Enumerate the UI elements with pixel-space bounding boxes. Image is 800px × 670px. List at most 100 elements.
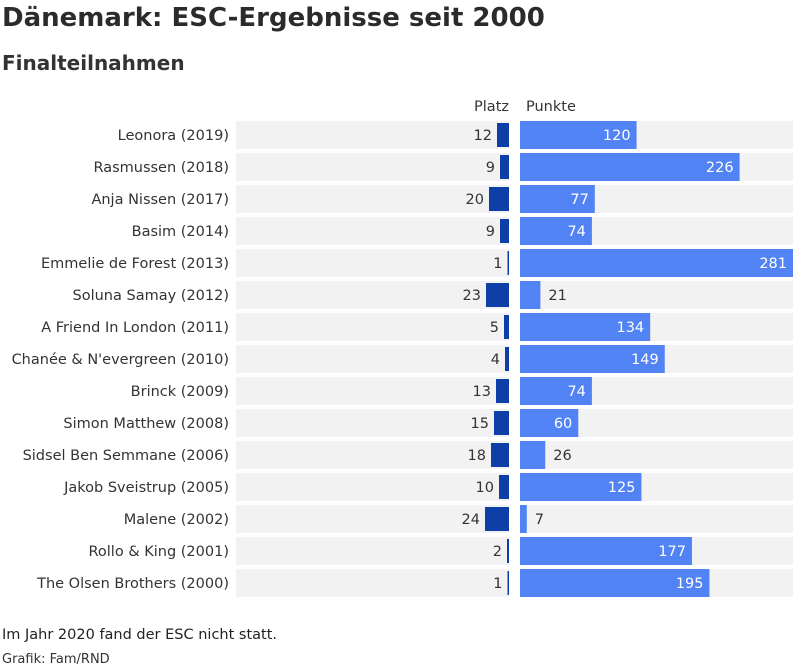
category-label: Rasmussen (2018) [93, 160, 229, 176]
punkte-bar [520, 377, 592, 405]
punkte-bar [520, 569, 710, 597]
chart-row: Brinck (2009) 13 74 [131, 377, 793, 405]
platz-row-background [236, 249, 509, 277]
category-label: Leonora (2019) [118, 128, 229, 144]
punkte-column-header: Punkte [526, 99, 576, 115]
platz-row-background [236, 345, 509, 373]
platz-bar [504, 315, 509, 339]
chart-row: Malene (2002) 24 7 [124, 505, 793, 533]
chart-row: Emmelie de Forest (2013) 1 281 [41, 249, 793, 277]
platz-value-label: 24 [462, 512, 480, 528]
punkte-value-label: 177 [658, 544, 686, 560]
platz-value-label: 1 [493, 576, 502, 592]
platz-value-label: 12 [474, 128, 492, 144]
platz-value-label: 13 [473, 384, 491, 400]
category-label: Emmelie de Forest (2013) [41, 256, 229, 272]
platz-row-background [236, 185, 509, 213]
punkte-value-label: 7 [535, 512, 544, 528]
platz-row-background [236, 217, 509, 245]
platz-bar [496, 379, 509, 403]
chart-row: Leonora (2019) 12 120 [118, 121, 793, 149]
chart-row: A Friend In London (2011) 5 134 [41, 313, 793, 341]
platz-bar [499, 475, 509, 499]
platz-row-background [236, 409, 509, 437]
category-label: Chanée & N'evergreen (2010) [12, 352, 229, 368]
platz-column-header: Platz [474, 99, 509, 115]
punkte-bar [520, 121, 637, 149]
punkte-value-label: 74 [567, 224, 585, 240]
category-label: Soluna Samay (2012) [73, 288, 229, 304]
column-headers: Platz Punkte [474, 99, 576, 115]
punkte-bar [520, 345, 665, 373]
platz-row-background [236, 121, 509, 149]
chart-row: Sidsel Ben Semmane (2006) 18 26 [23, 441, 793, 469]
category-label: Brinck (2009) [131, 384, 229, 400]
platz-row-background [236, 505, 509, 533]
chart-row: Jakob Sveistrup (2005) 10 125 [63, 473, 793, 501]
chart-row: Anja Nissen (2017) 20 77 [91, 185, 793, 213]
platz-value-label: 20 [466, 192, 484, 208]
punkte-bar [520, 505, 527, 533]
punkte-bar [520, 249, 793, 277]
source-credit: Grafik: Fam/RND [2, 652, 110, 667]
platz-bar [485, 507, 509, 531]
platz-row-background [236, 153, 509, 181]
punkte-value-label: 120 [603, 128, 631, 144]
platz-value-label: 10 [476, 480, 494, 496]
chart-row: The Olsen Brothers (2000) 1 195 [36, 569, 793, 597]
punkte-value-label: 74 [567, 384, 585, 400]
punkte-value-label: 281 [759, 256, 787, 272]
platz-bar [497, 123, 509, 147]
platz-bar [494, 411, 509, 435]
category-label: Basim (2014) [132, 224, 229, 240]
punkte-value-label: 149 [631, 352, 659, 368]
punkte-bar [520, 409, 579, 437]
platz-value-label: 15 [471, 416, 489, 432]
platz-value-label: 4 [491, 352, 500, 368]
chart-row: Basim (2014) 9 74 [132, 217, 793, 245]
category-label: Malene (2002) [124, 512, 229, 528]
platz-value-label: 1 [493, 256, 502, 272]
platz-row-background [236, 281, 509, 309]
punkte-value-label: 26 [553, 448, 571, 464]
punkte-bar [520, 185, 595, 213]
category-label: Simon Matthew (2008) [63, 416, 229, 432]
platz-bar [491, 443, 509, 467]
platz-value-label: 5 [490, 320, 499, 336]
chart-title: Dänemark: ESC-Ergebnisse seit 2000 [2, 3, 545, 33]
punkte-row-background [520, 505, 793, 533]
platz-bar [486, 283, 509, 307]
platz-bar [507, 539, 509, 563]
punkte-value-label: 77 [570, 192, 588, 208]
platz-value-label: 2 [493, 544, 502, 560]
punkte-row-background [520, 281, 793, 309]
punkte-bar [520, 313, 651, 341]
platz-value-label: 9 [486, 224, 495, 240]
chart-row: Chanée & N'evergreen (2010) 4 149 [12, 345, 793, 373]
punkte-value-label: 134 [616, 320, 644, 336]
punkte-bar [520, 217, 592, 245]
platz-bar [489, 187, 509, 211]
chart-subtitle: Finalteilnahmen [2, 51, 185, 75]
punkte-row-background [520, 441, 793, 469]
chart-row: Rollo & King (2001) 2 177 [88, 537, 793, 565]
punkte-bar [520, 537, 692, 565]
platz-bar [500, 219, 509, 243]
platz-bar [507, 571, 509, 595]
platz-row-background [236, 313, 509, 341]
footnote: Im Jahr 2020 fand der ESC nicht statt. [2, 627, 278, 643]
platz-value-label: 18 [468, 448, 486, 464]
platz-row-background [236, 377, 509, 405]
platz-value-label: 9 [486, 160, 495, 176]
category-label: Anja Nissen (2017) [91, 192, 229, 208]
punkte-bar [520, 281, 541, 309]
chart-row: Soluna Samay (2012) 23 21 [73, 281, 793, 309]
punkte-value-label: 60 [554, 416, 572, 432]
platz-bar [500, 155, 509, 179]
punkte-bar [520, 473, 642, 501]
platz-row-background [236, 569, 509, 597]
category-label: Jakob Sveistrup (2005) [63, 480, 229, 496]
category-label: The Olsen Brothers (2000) [36, 576, 229, 592]
platz-row-background [236, 473, 509, 501]
